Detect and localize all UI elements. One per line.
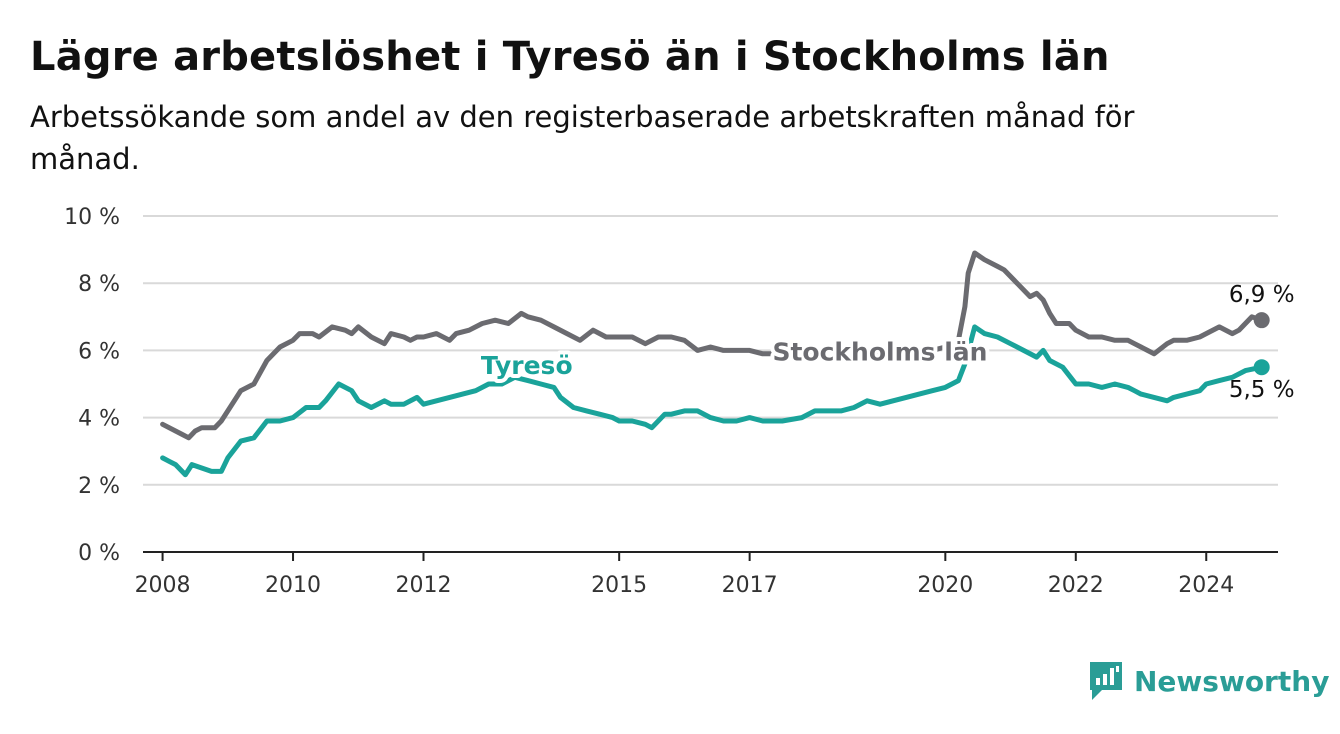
series-label-halo: Tyresö xyxy=(481,351,573,380)
chart-subtitle: Arbetssökande som andel av den registerb… xyxy=(30,100,1135,176)
series-label-halo: Stockholms län xyxy=(772,337,987,366)
series-end-point xyxy=(1253,359,1270,376)
y-tick-label: 0 % xyxy=(78,541,120,566)
series-end-point xyxy=(1253,312,1270,329)
newsworthy-icon xyxy=(1090,662,1122,700)
x-tick-label: 2015 xyxy=(591,573,647,598)
y-tick-label: 2 % xyxy=(78,474,120,499)
gridlines xyxy=(143,215,1278,486)
series-label: Tyresö xyxy=(481,351,573,380)
x-tick-label: 2012 xyxy=(395,573,451,598)
x-tick-label: 2022 xyxy=(1048,573,1104,598)
y-axis-ticks: 0 % 2 % 4 % 6 % 8 % 10 % xyxy=(64,205,120,566)
x-axis: 2008 2010 2012 2015 2017 2020 2022 2024 xyxy=(135,551,1278,598)
series-lines xyxy=(160,250,1270,478)
end-value-label: 5,5 % xyxy=(1229,377,1295,403)
y-tick-label: 4 % xyxy=(78,407,120,432)
brand-name: Newsworthy xyxy=(1134,664,1330,698)
series-label: Stockholms län xyxy=(772,337,987,366)
x-tick-label: 2010 xyxy=(265,573,321,598)
series-line xyxy=(160,324,1265,478)
chart-title: Lägre arbetslöshet i Tyresö än i Stockho… xyxy=(30,34,1110,80)
y-tick-label: 6 % xyxy=(78,339,120,364)
x-tick-label: 2020 xyxy=(917,573,973,598)
y-tick-label: 10 % xyxy=(64,205,120,230)
series-line xyxy=(160,250,1265,441)
x-tick-label: 2024 xyxy=(1178,573,1234,598)
x-tick-label: 2017 xyxy=(722,573,778,598)
newsworthy-logo: Newsworthy xyxy=(1088,660,1329,702)
end-value-label: 6,9 % xyxy=(1229,282,1295,308)
y-tick-label: 8 % xyxy=(78,272,120,297)
x-tick-label: 2008 xyxy=(135,573,191,598)
